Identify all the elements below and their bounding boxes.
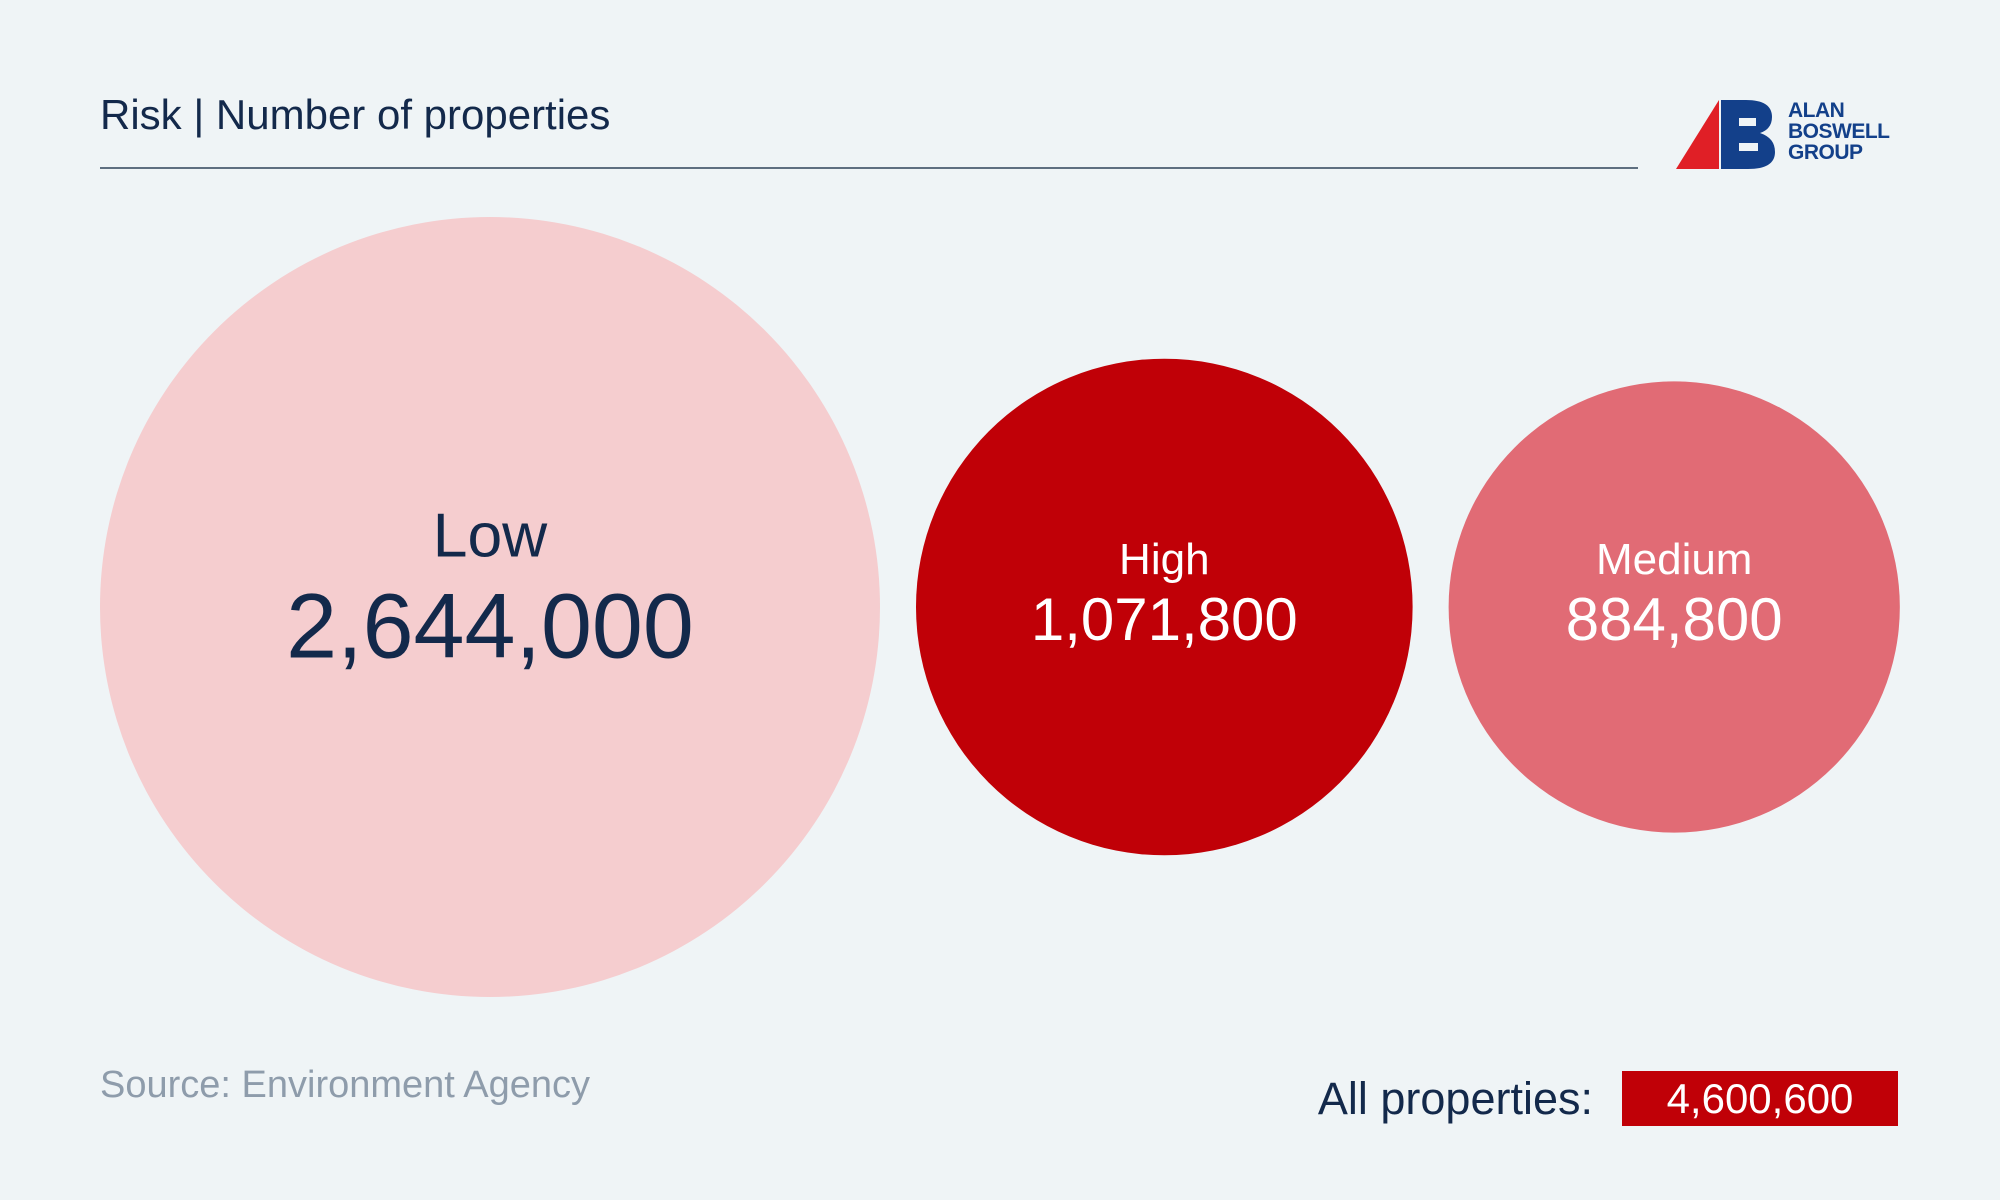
- bubble-medium: [1448, 381, 1900, 833]
- bubble-high: [915, 358, 1413, 856]
- total-label: All properties:: [1317, 1073, 1593, 1124]
- alan-boswell-logo: ALAN BOSWELL GROUP: [1676, 98, 1912, 170]
- bubble-category-label-medium: Medium: [1596, 535, 1753, 584]
- bubble-low: [100, 217, 880, 997]
- logo-mark-icon: [1676, 100, 1775, 169]
- bubble-value-label-high: 1,071,800: [1031, 586, 1298, 653]
- logo-line-2: BOSWELL: [1788, 120, 1890, 143]
- bubble-value-label-medium: 884,800: [1566, 586, 1783, 653]
- total-value-badge: 4,600,600: [1622, 1071, 1898, 1126]
- logo-wordmark: ALAN BOSWELL GROUP: [1788, 100, 1890, 163]
- title-divider: [100, 167, 1638, 169]
- bubble-category-label-low: Low: [433, 502, 548, 571]
- chart-title: Risk | Number of properties: [100, 91, 611, 138]
- bubble-value-label-low: 2,644,000: [286, 575, 694, 677]
- logo-line-1: ALAN: [1788, 99, 1845, 122]
- bubble-category-label-high: High: [1119, 535, 1210, 584]
- logo-line-3: GROUP: [1788, 141, 1863, 164]
- source-note: Source: Environment Agency: [100, 1064, 591, 1106]
